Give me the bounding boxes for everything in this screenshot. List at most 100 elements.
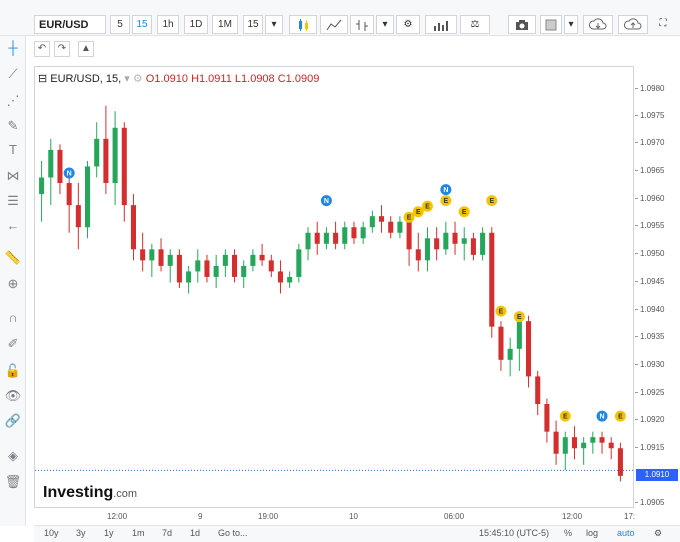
unlock-icon[interactable]: 🔓 [4, 363, 22, 378]
text-icon[interactable]: T [9, 142, 17, 157]
magnet-icon[interactable]: ∩ [8, 310, 18, 325]
download-icon[interactable] [583, 15, 613, 34]
fib-icon[interactable]: ⋰ [6, 93, 20, 108]
goto-button[interactable]: Go to... [218, 528, 248, 538]
candle [241, 260, 247, 288]
symbol-input[interactable] [34, 15, 106, 34]
candle-body [535, 376, 541, 405]
candle-body [507, 348, 513, 360]
price-tick: 1.0980 [635, 84, 664, 93]
prediction-icon[interactable]: ☰ [7, 193, 19, 208]
candle-body [176, 254, 182, 283]
auto-toggle[interactable]: auto [617, 528, 635, 538]
candle [103, 105, 109, 195]
time-axis[interactable]: 12:00 9 19:00 10 06:00 12:00 17: [34, 510, 635, 524]
candle [250, 249, 256, 272]
event-marker-dot [486, 195, 498, 207]
area-chart-icon[interactable] [320, 15, 348, 34]
candle [195, 249, 201, 283]
pattern-icon[interactable]: ⋈ [6, 168, 20, 183]
layers-icon[interactable]: ◈ [8, 448, 18, 463]
candle-body [351, 227, 357, 239]
economic-event-marker: E [495, 305, 507, 317]
interval-1h[interactable]: 1h [157, 15, 179, 34]
logo-suffix: .com [113, 488, 138, 500]
ohlc-open: O1.0910 [145, 73, 188, 85]
brush-icon[interactable]: ✎ [7, 118, 19, 133]
event-marker-dot [495, 305, 507, 317]
indicators-icon[interactable] [425, 15, 457, 34]
candle [461, 227, 467, 261]
range-3y[interactable]: 3y [76, 528, 86, 538]
fullscreen-icon[interactable]: ⛶ [659, 18, 667, 29]
candle-body [415, 249, 421, 261]
percent-toggle[interactable]: % [564, 528, 573, 538]
event-marker-label: E [407, 215, 412, 222]
range-1y[interactable]: 1y [104, 528, 114, 538]
candle-body [259, 254, 265, 261]
lock-drawing-icon[interactable]: ✐ [7, 336, 19, 351]
add-alert-icon[interactable]: ▲ [78, 41, 94, 57]
candle [57, 144, 63, 195]
candle-body [250, 254, 256, 266]
camera-icon[interactable] [508, 15, 536, 34]
interval-1d[interactable]: 1D [184, 15, 208, 34]
chevron-down-icon[interactable]: ▾ [124, 73, 130, 85]
range-1d[interactable]: 1d [190, 528, 201, 538]
time-tick: 9 [198, 512, 203, 521]
link-icon[interactable]: 🔗 [4, 413, 22, 428]
back-arrow-icon[interactable]: ← [6, 218, 20, 233]
undo-icon[interactable]: ↶ [34, 41, 50, 57]
settings-icon[interactable]: ⚙ [396, 15, 420, 34]
candle [268, 254, 274, 277]
time-tick: 19:00 [258, 512, 279, 521]
settings-icon[interactable]: ⚙ [132, 73, 143, 85]
zoom-in-icon[interactable]: ⊕ [7, 276, 19, 291]
candle [213, 254, 219, 288]
trash-icon[interactable]: 🗑 [4, 474, 22, 489]
candle [434, 227, 440, 261]
settings-icon[interactable]: ⚙ [654, 528, 663, 538]
interval-5[interactable]: 5 [110, 15, 130, 34]
price-tick: 1.0970 [635, 138, 664, 147]
price-tick: 1.0935 [635, 332, 664, 341]
measure-icon[interactable]: 📏 [4, 250, 22, 265]
candle [369, 210, 375, 233]
eye-icon[interactable]: 👁 [4, 388, 22, 403]
chevron-down-icon[interactable]: ▾ [376, 15, 394, 34]
price-tick: 1.0940 [635, 305, 664, 314]
candle [232, 249, 238, 283]
upload-icon[interactable] [618, 15, 648, 34]
interval-15[interactable]: 15 [132, 15, 152, 34]
price-axis[interactable]: 1.0980 1.0975 1.0970 1.0965 1.0960 1.095… [635, 66, 680, 508]
chevron-down-icon[interactable]: ▾ [564, 15, 578, 34]
redo-icon[interactable]: ↷ [54, 41, 70, 57]
bar-chart-icon[interactable] [350, 15, 374, 34]
range-10y[interactable]: 10y [44, 528, 59, 538]
candle-body [489, 232, 495, 327]
candle-body [333, 232, 339, 244]
event-marker-label: N [67, 171, 72, 178]
trend-line-icon[interactable]: ⟋ [8, 66, 18, 81]
chevron-down-icon[interactable]: ▾ [265, 15, 283, 34]
range-1m[interactable]: 1m [132, 528, 145, 538]
compare-icon[interactable]: ⚖ [460, 15, 490, 34]
candle-body [526, 321, 532, 377]
price-tick: 1.0975 [635, 111, 664, 120]
candle [415, 232, 421, 272]
interval-1m[interactable]: 1M [212, 15, 238, 34]
crosshair-icon[interactable]: ┼ [8, 40, 18, 55]
candle-body [590, 437, 596, 443]
event-marker-label: E [563, 414, 568, 421]
candle [314, 221, 320, 255]
candle [287, 271, 293, 288]
candles-icon[interactable] [289, 15, 317, 34]
interval-select[interactable]: 15 [243, 15, 263, 34]
theme-icon[interactable] [540, 15, 562, 34]
collapse-icon[interactable]: ⊟ [38, 73, 48, 85]
range-7d[interactable]: 7d [162, 528, 173, 538]
log-toggle[interactable]: log [586, 528, 599, 538]
candle [535, 370, 541, 416]
